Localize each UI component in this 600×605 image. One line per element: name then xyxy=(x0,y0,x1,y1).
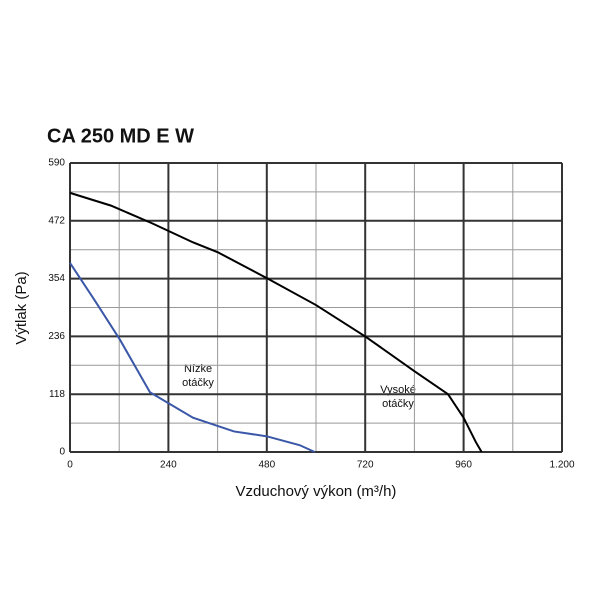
y-tick-label: 472 xyxy=(48,215,65,226)
annotation: Vysoké xyxy=(380,384,416,396)
x-tick-label: 960 xyxy=(455,460,472,471)
x-tick-label: 1.200 xyxy=(549,460,574,471)
line-series xyxy=(69,191,483,453)
x-tick-label: 480 xyxy=(258,460,275,471)
y-tick-label: 354 xyxy=(48,273,65,284)
y-tick-label: 236 xyxy=(48,331,65,342)
annotation: Nízke xyxy=(184,363,212,375)
x-tick-label: 240 xyxy=(160,460,177,471)
annotation: otáčky xyxy=(182,377,214,389)
y-axis-label: Výtlak (Pa) xyxy=(13,271,30,344)
x-tick-label: 0 xyxy=(67,460,73,471)
y-tick-label: 118 xyxy=(49,389,65,400)
line-series xyxy=(69,262,316,453)
x-axis-label: Vzduchový výkon (m³/h) xyxy=(236,483,397,500)
chart-title: CA 250 MD E W xyxy=(47,125,194,147)
x-tick-label: 720 xyxy=(357,460,374,471)
annotation: otáčky xyxy=(382,398,414,410)
y-tick-label: 0 xyxy=(59,447,65,458)
y-tick-label: 590 xyxy=(48,158,65,169)
